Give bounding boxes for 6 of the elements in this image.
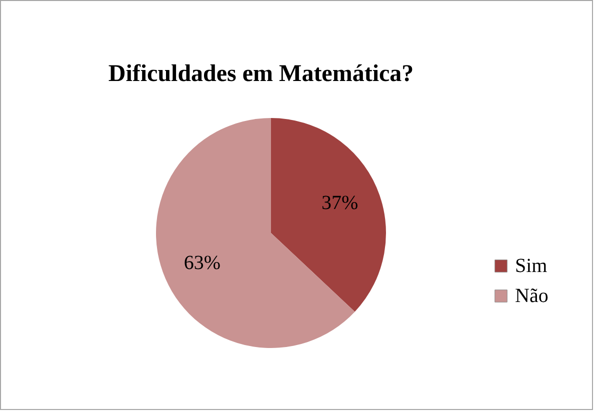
- data-label: 37%: [321, 192, 358, 214]
- legend-label: Não: [515, 285, 548, 307]
- chart-title: Dificuldades em Matemática?: [108, 61, 414, 87]
- legend-label: Sim: [515, 255, 548, 277]
- data-label: 63%: [184, 252, 221, 274]
- pie-slice: [271, 118, 386, 312]
